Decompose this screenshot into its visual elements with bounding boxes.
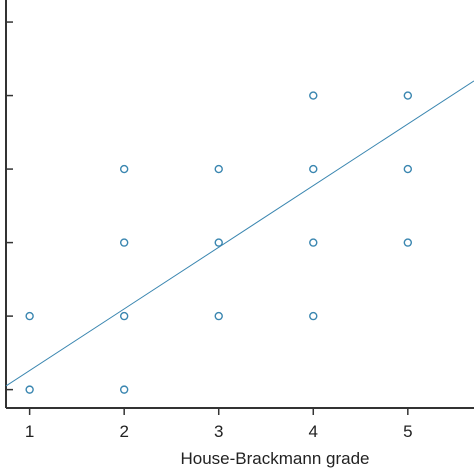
x-tick-label: 2 — [119, 422, 128, 441]
x-axis-title: House-Brackmann grade — [181, 449, 370, 468]
data-point — [309, 164, 318, 174]
x-tick-label: 1 — [25, 422, 34, 441]
data-point — [119, 311, 129, 321]
data-point — [25, 311, 34, 321]
data-point — [119, 385, 129, 394]
data-point — [403, 238, 413, 247]
x-tick-label: 3 — [214, 422, 223, 441]
data-point — [214, 164, 223, 174]
x-tick-label: 4 — [309, 422, 318, 441]
data-point — [309, 311, 318, 321]
y-axis — [5, 0, 13, 408]
data-points — [25, 91, 413, 394]
x-axis: 1 2 3 4 5 — [6, 407, 474, 441]
data-point — [214, 238, 223, 247]
data-point — [214, 311, 223, 321]
x-tick-label: 5 — [403, 422, 412, 441]
trendline — [5, 80, 474, 387]
data-point — [309, 238, 318, 247]
data-point — [119, 164, 129, 174]
data-point — [403, 91, 413, 100]
data-point — [119, 238, 129, 247]
data-point — [403, 164, 413, 174]
trendline-group — [5, 80, 474, 387]
data-point — [309, 91, 318, 100]
data-point — [25, 385, 34, 394]
